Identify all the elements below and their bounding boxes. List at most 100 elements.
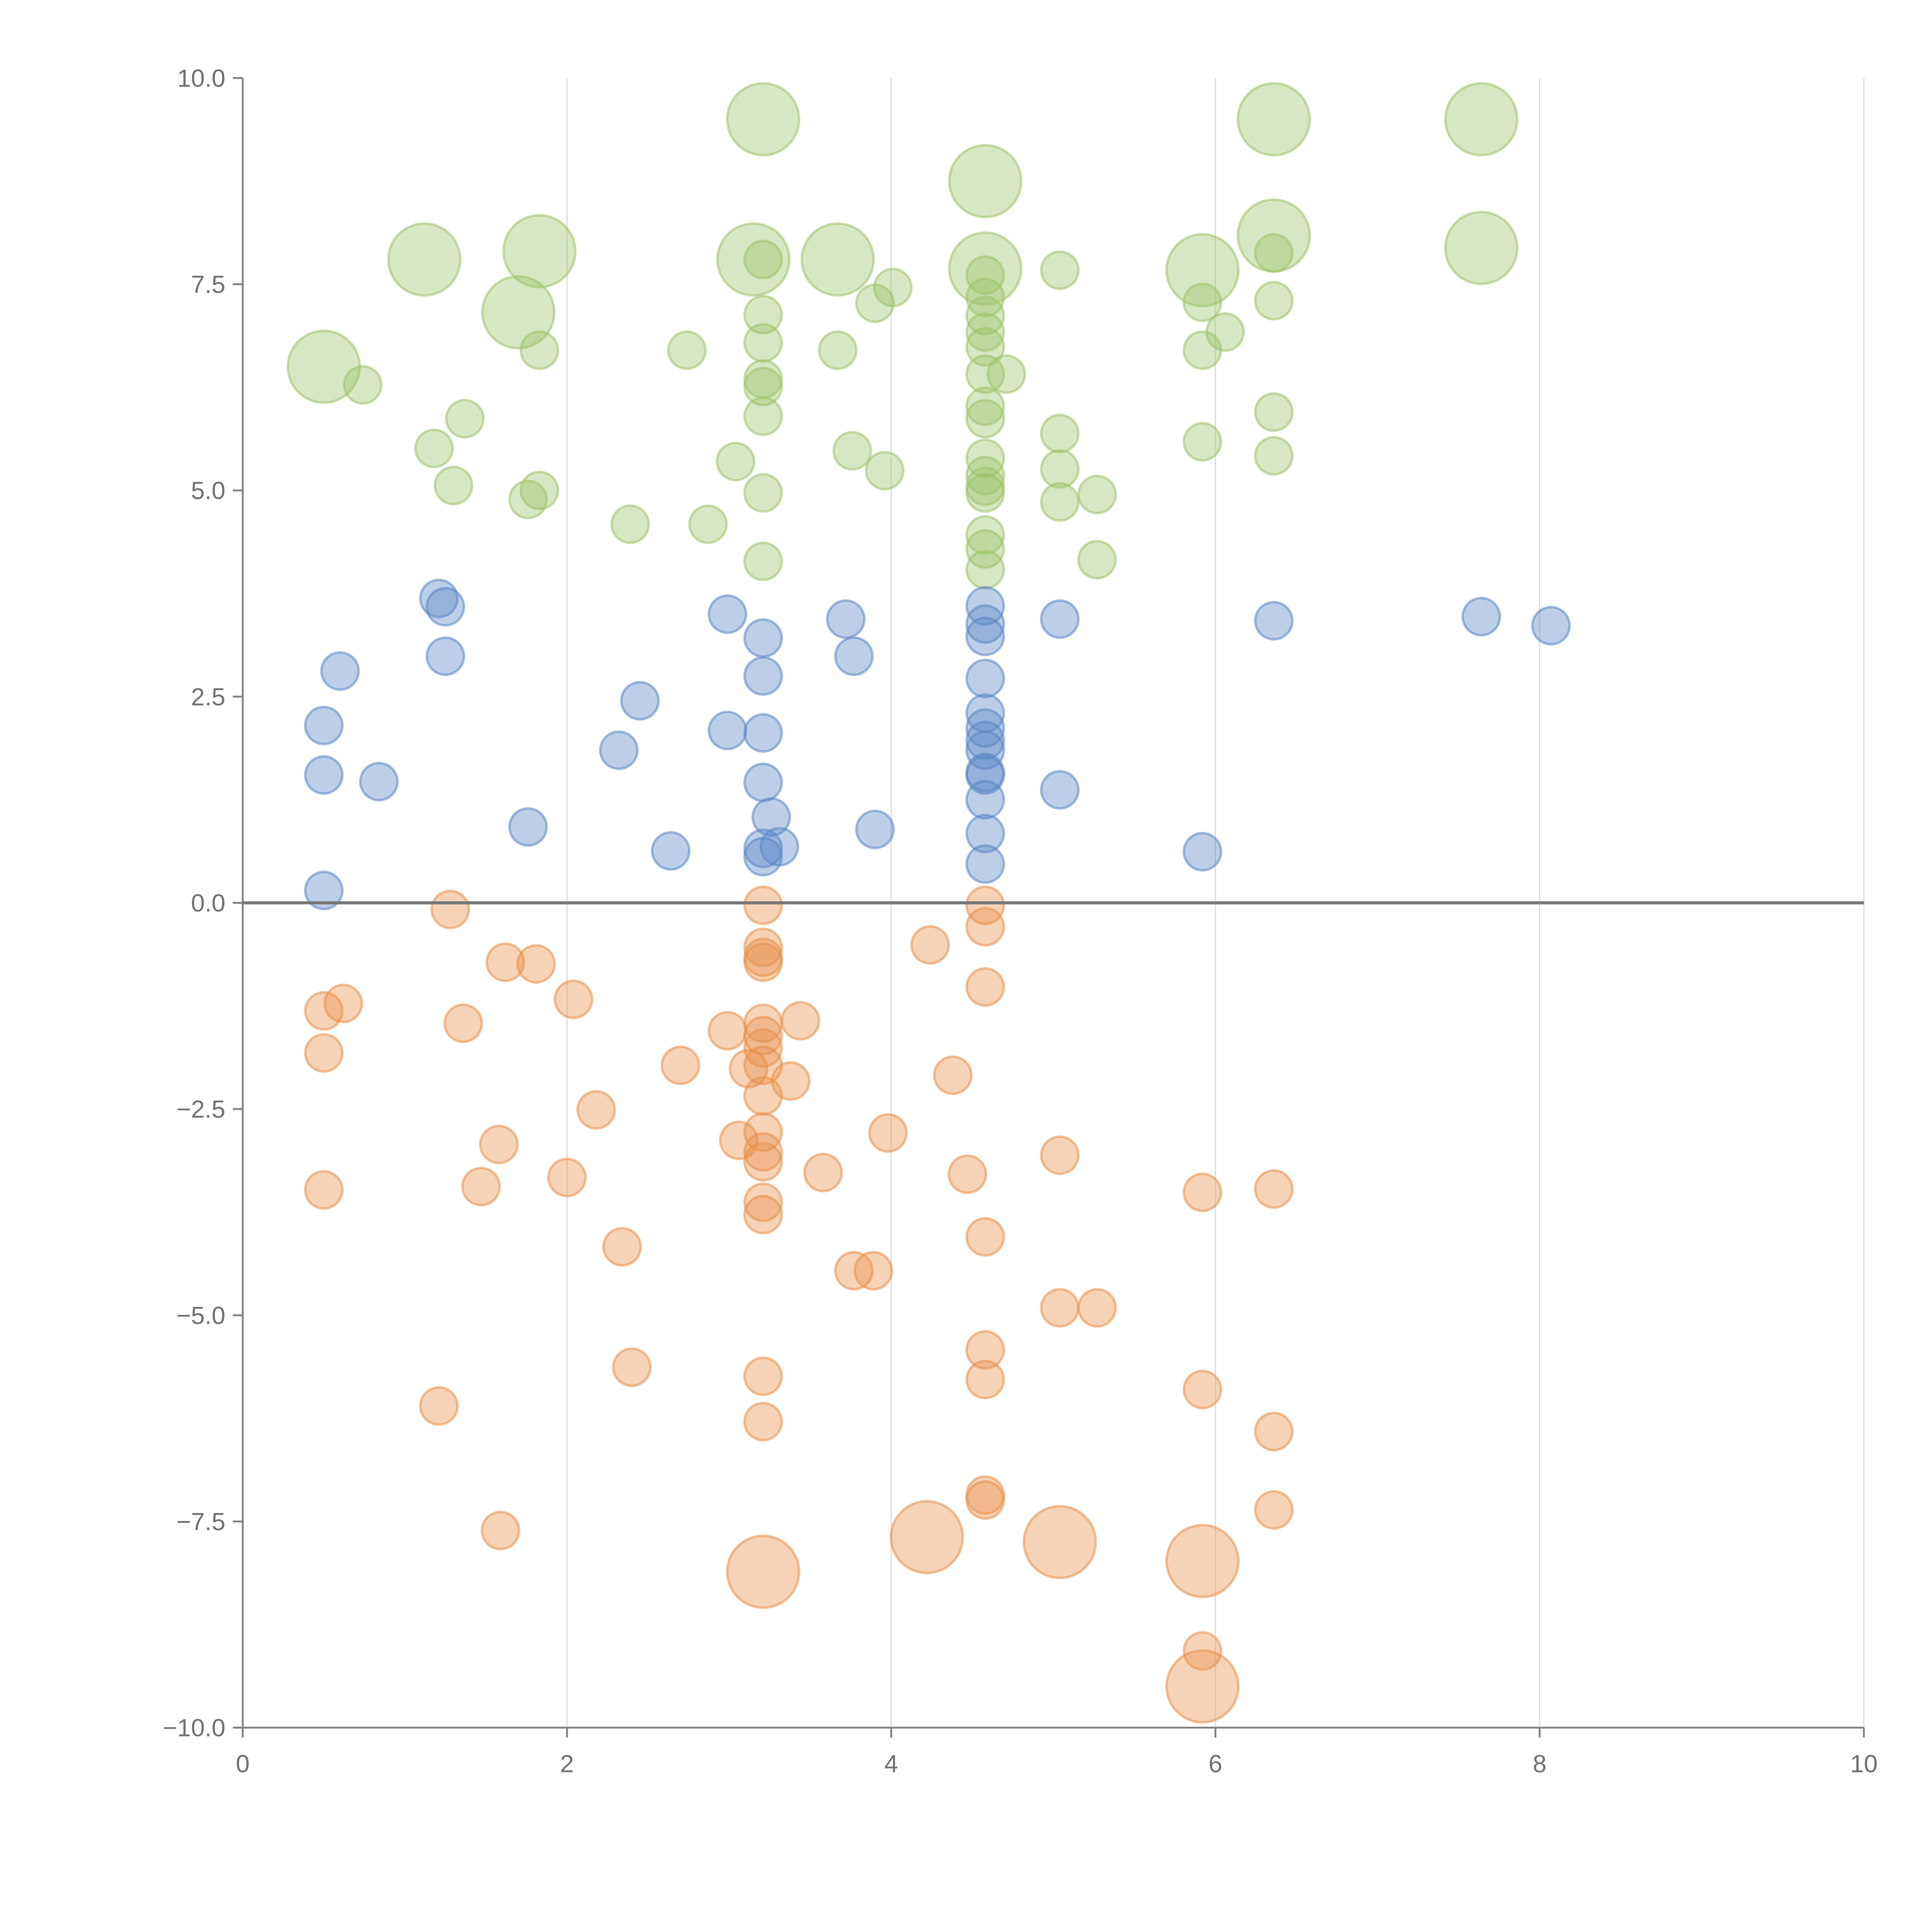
point-orange-small — [803, 1153, 843, 1192]
point-orange-small — [781, 1001, 820, 1041]
y-tick: 5.0 — [191, 477, 243, 505]
point-green-small — [965, 438, 1005, 478]
point-green-large — [1444, 82, 1519, 156]
point-green-small — [965, 399, 1005, 439]
point-blue-small — [304, 871, 344, 910]
y-tick-label: −5.0 — [177, 1301, 226, 1329]
y-tick: −2.5 — [177, 1095, 243, 1123]
point-green-small — [716, 442, 755, 481]
y-tick: −5.0 — [177, 1301, 243, 1329]
point-blue-small — [743, 713, 783, 753]
point-blue-small — [425, 636, 465, 676]
x-tick-label: 4 — [884, 1750, 898, 1778]
point-blue-small — [759, 827, 799, 867]
point-blue-small — [743, 762, 783, 803]
y-tick-label: −2.5 — [177, 1095, 226, 1123]
point-green-small — [445, 399, 485, 439]
x-tick-label: 6 — [1209, 1750, 1223, 1778]
point-orange-small — [965, 1330, 1005, 1370]
series-orange — [304, 885, 1294, 1724]
point-orange-small — [430, 889, 470, 929]
point-green-small — [965, 312, 1005, 352]
x-tick-label: 10 — [1850, 1750, 1878, 1778]
point-orange-small — [707, 1011, 747, 1051]
point-blue-small — [304, 755, 344, 795]
x-tick-label: 0 — [236, 1750, 250, 1778]
point-orange-small — [1182, 1369, 1223, 1410]
point-blue-small — [965, 616, 1005, 656]
point-orange-small — [479, 1124, 519, 1165]
point-blue-small — [1531, 606, 1571, 646]
point-green-small — [818, 330, 858, 370]
point-green-small — [743, 396, 783, 436]
point-blue-small — [1182, 832, 1223, 872]
point-green-small — [610, 504, 650, 544]
point-orange-small — [933, 1055, 973, 1095]
point-green-large — [387, 222, 462, 297]
point-green-small — [965, 549, 1005, 590]
point-green-small — [965, 515, 1005, 555]
point-orange-large — [889, 1500, 964, 1575]
point-orange-small — [910, 925, 950, 965]
point-green-small — [1040, 413, 1080, 454]
point-orange-small — [485, 942, 526, 982]
point-orange-small — [1077, 1288, 1117, 1328]
x-tick-label: 2 — [560, 1750, 574, 1778]
point-green-small — [1040, 482, 1080, 522]
point-orange-small — [965, 1480, 1005, 1520]
y-tick: 2.5 — [191, 683, 243, 711]
point-green-small — [965, 327, 1005, 367]
series-green — [286, 82, 1519, 590]
x-tick: 4 — [884, 1728, 898, 1778]
point-green-large — [800, 222, 875, 297]
point-green-small — [965, 386, 1005, 426]
y-tick-label: −10.0 — [163, 1714, 225, 1742]
point-orange-small — [304, 1033, 344, 1073]
point-green-small — [1077, 540, 1117, 580]
point-blue-small — [965, 708, 1005, 748]
point-green-large — [716, 222, 791, 297]
point-orange-small — [965, 885, 1005, 925]
point-blue-small — [965, 813, 1005, 854]
point-blue-small — [707, 711, 747, 750]
point-green-large — [481, 275, 556, 350]
point-blue-small — [743, 828, 783, 868]
point-blue-small — [1254, 601, 1294, 641]
point-orange-small — [965, 1217, 1005, 1257]
x-tick: 6 — [1209, 1728, 1223, 1778]
point-green-small — [519, 330, 560, 370]
point-green-large — [726, 82, 801, 156]
y-tick-label: 2.5 — [191, 683, 225, 711]
point-green-small — [986, 354, 1026, 394]
point-green-small — [688, 504, 728, 544]
point-green-small — [743, 366, 783, 406]
point-green-large — [1236, 198, 1311, 273]
point-orange-small — [602, 1227, 642, 1267]
point-blue-small — [965, 658, 1005, 699]
point-green-small — [519, 470, 560, 510]
point-orange-small — [443, 1003, 483, 1043]
point-blue-small — [743, 618, 783, 658]
point-orange-small — [481, 1510, 520, 1551]
point-green-large — [1165, 233, 1240, 308]
data-points — [286, 82, 1571, 1724]
point-green-small — [965, 255, 1005, 295]
point-orange-small — [743, 1142, 783, 1182]
point-orange-small — [743, 942, 783, 982]
point-blue-small — [826, 599, 866, 639]
y-tick-label: −7.5 — [177, 1508, 226, 1536]
point-orange-small — [1182, 1172, 1223, 1213]
point-blue-small — [965, 604, 1005, 644]
y-tick: −7.5 — [177, 1508, 243, 1536]
point-orange-small — [419, 1386, 459, 1426]
point-green-small — [965, 529, 1005, 569]
x-tick-label: 8 — [1533, 1750, 1547, 1778]
x-tick: 8 — [1533, 1728, 1547, 1778]
point-blue-small — [707, 594, 747, 634]
point-green-small — [865, 451, 905, 491]
point-green-small — [1205, 312, 1245, 352]
point-orange-small — [743, 1401, 783, 1442]
point-blue-small — [855, 810, 895, 849]
point-orange-small — [743, 927, 783, 968]
x-tick: 2 — [560, 1728, 574, 1778]
